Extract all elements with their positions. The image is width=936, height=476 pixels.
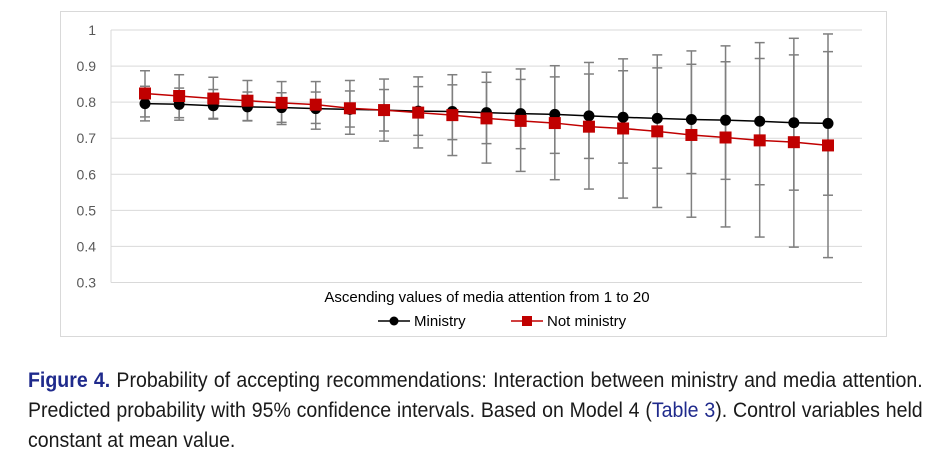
data-point-not-ministry	[343, 102, 356, 115]
data-point-not-ministry	[139, 87, 151, 100]
data-point-not-ministry	[822, 139, 834, 152]
data-point-ministry	[583, 110, 595, 122]
data-point-not-ministry	[378, 104, 391, 117]
data-point-not-ministry	[207, 92, 220, 105]
data-point-ministry	[139, 98, 151, 110]
data-point-not-ministry	[309, 98, 322, 111]
legend-not-ministry-label: Not ministry	[547, 313, 627, 330]
data-point-not-ministry	[514, 114, 527, 127]
x-axis-label: Ascending values of media attention from…	[324, 289, 649, 306]
legend-ministry-marker	[389, 316, 399, 326]
data-point-not-ministry	[753, 134, 766, 147]
data-point-not-ministry	[787, 136, 800, 149]
y-tick-label: 0.8	[77, 94, 97, 110]
data-point-ministry	[651, 112, 663, 124]
chart: 0.3 0.4 0.5 0.6 0.7 0.8 0.9 1 Ascending values …	[77, 22, 862, 330]
figure-caption: Figure 4. Probability of accepting recom…	[28, 366, 923, 456]
data-point-not-ministry	[548, 117, 561, 130]
data-point-not-ministry	[685, 128, 698, 141]
legend-ministry-label: Ministry	[414, 313, 466, 330]
data-point-not-ministry	[412, 106, 425, 119]
y-tick-label: 0.7	[77, 130, 97, 146]
y-tick-label: 0.3	[77, 275, 97, 291]
legend: Ministry Not ministry	[378, 313, 627, 330]
data-point-ministry	[822, 117, 834, 129]
data-point-not-ministry	[582, 120, 595, 133]
y-tick-label: 1	[88, 22, 96, 38]
data-point-ministry	[720, 114, 732, 126]
data-point-not-ministry	[275, 96, 288, 109]
data-point-ministry	[754, 115, 766, 127]
figure-label: Figure 4.	[28, 369, 111, 392]
caption-text-2: ). Control variables held constant at me…	[28, 399, 923, 452]
data-point-ministry	[685, 113, 697, 125]
chart-frame	[60, 11, 887, 337]
data-point-ministry	[617, 111, 629, 123]
data-point-not-ministry	[446, 109, 459, 122]
legend-not-ministry-marker	[522, 316, 532, 326]
y-tick-label: 0.9	[77, 58, 97, 74]
caption-text-1: Probability of accepting recommendations…	[28, 369, 923, 422]
table-reference-link[interactable]: Table 3	[651, 399, 716, 422]
data-point-not-ministry	[719, 131, 732, 144]
data-point-not-ministry	[173, 90, 186, 103]
y-tick-label: 0.4	[77, 238, 97, 254]
y-tick-label: 0.5	[77, 202, 97, 218]
data-point-not-ministry	[480, 112, 493, 125]
data-point-not-ministry	[617, 122, 630, 135]
data-point-ministry	[788, 117, 800, 129]
y-tick-label: 0.6	[77, 166, 97, 182]
data-point-not-ministry	[241, 94, 254, 107]
data-point-not-ministry	[651, 125, 664, 138]
